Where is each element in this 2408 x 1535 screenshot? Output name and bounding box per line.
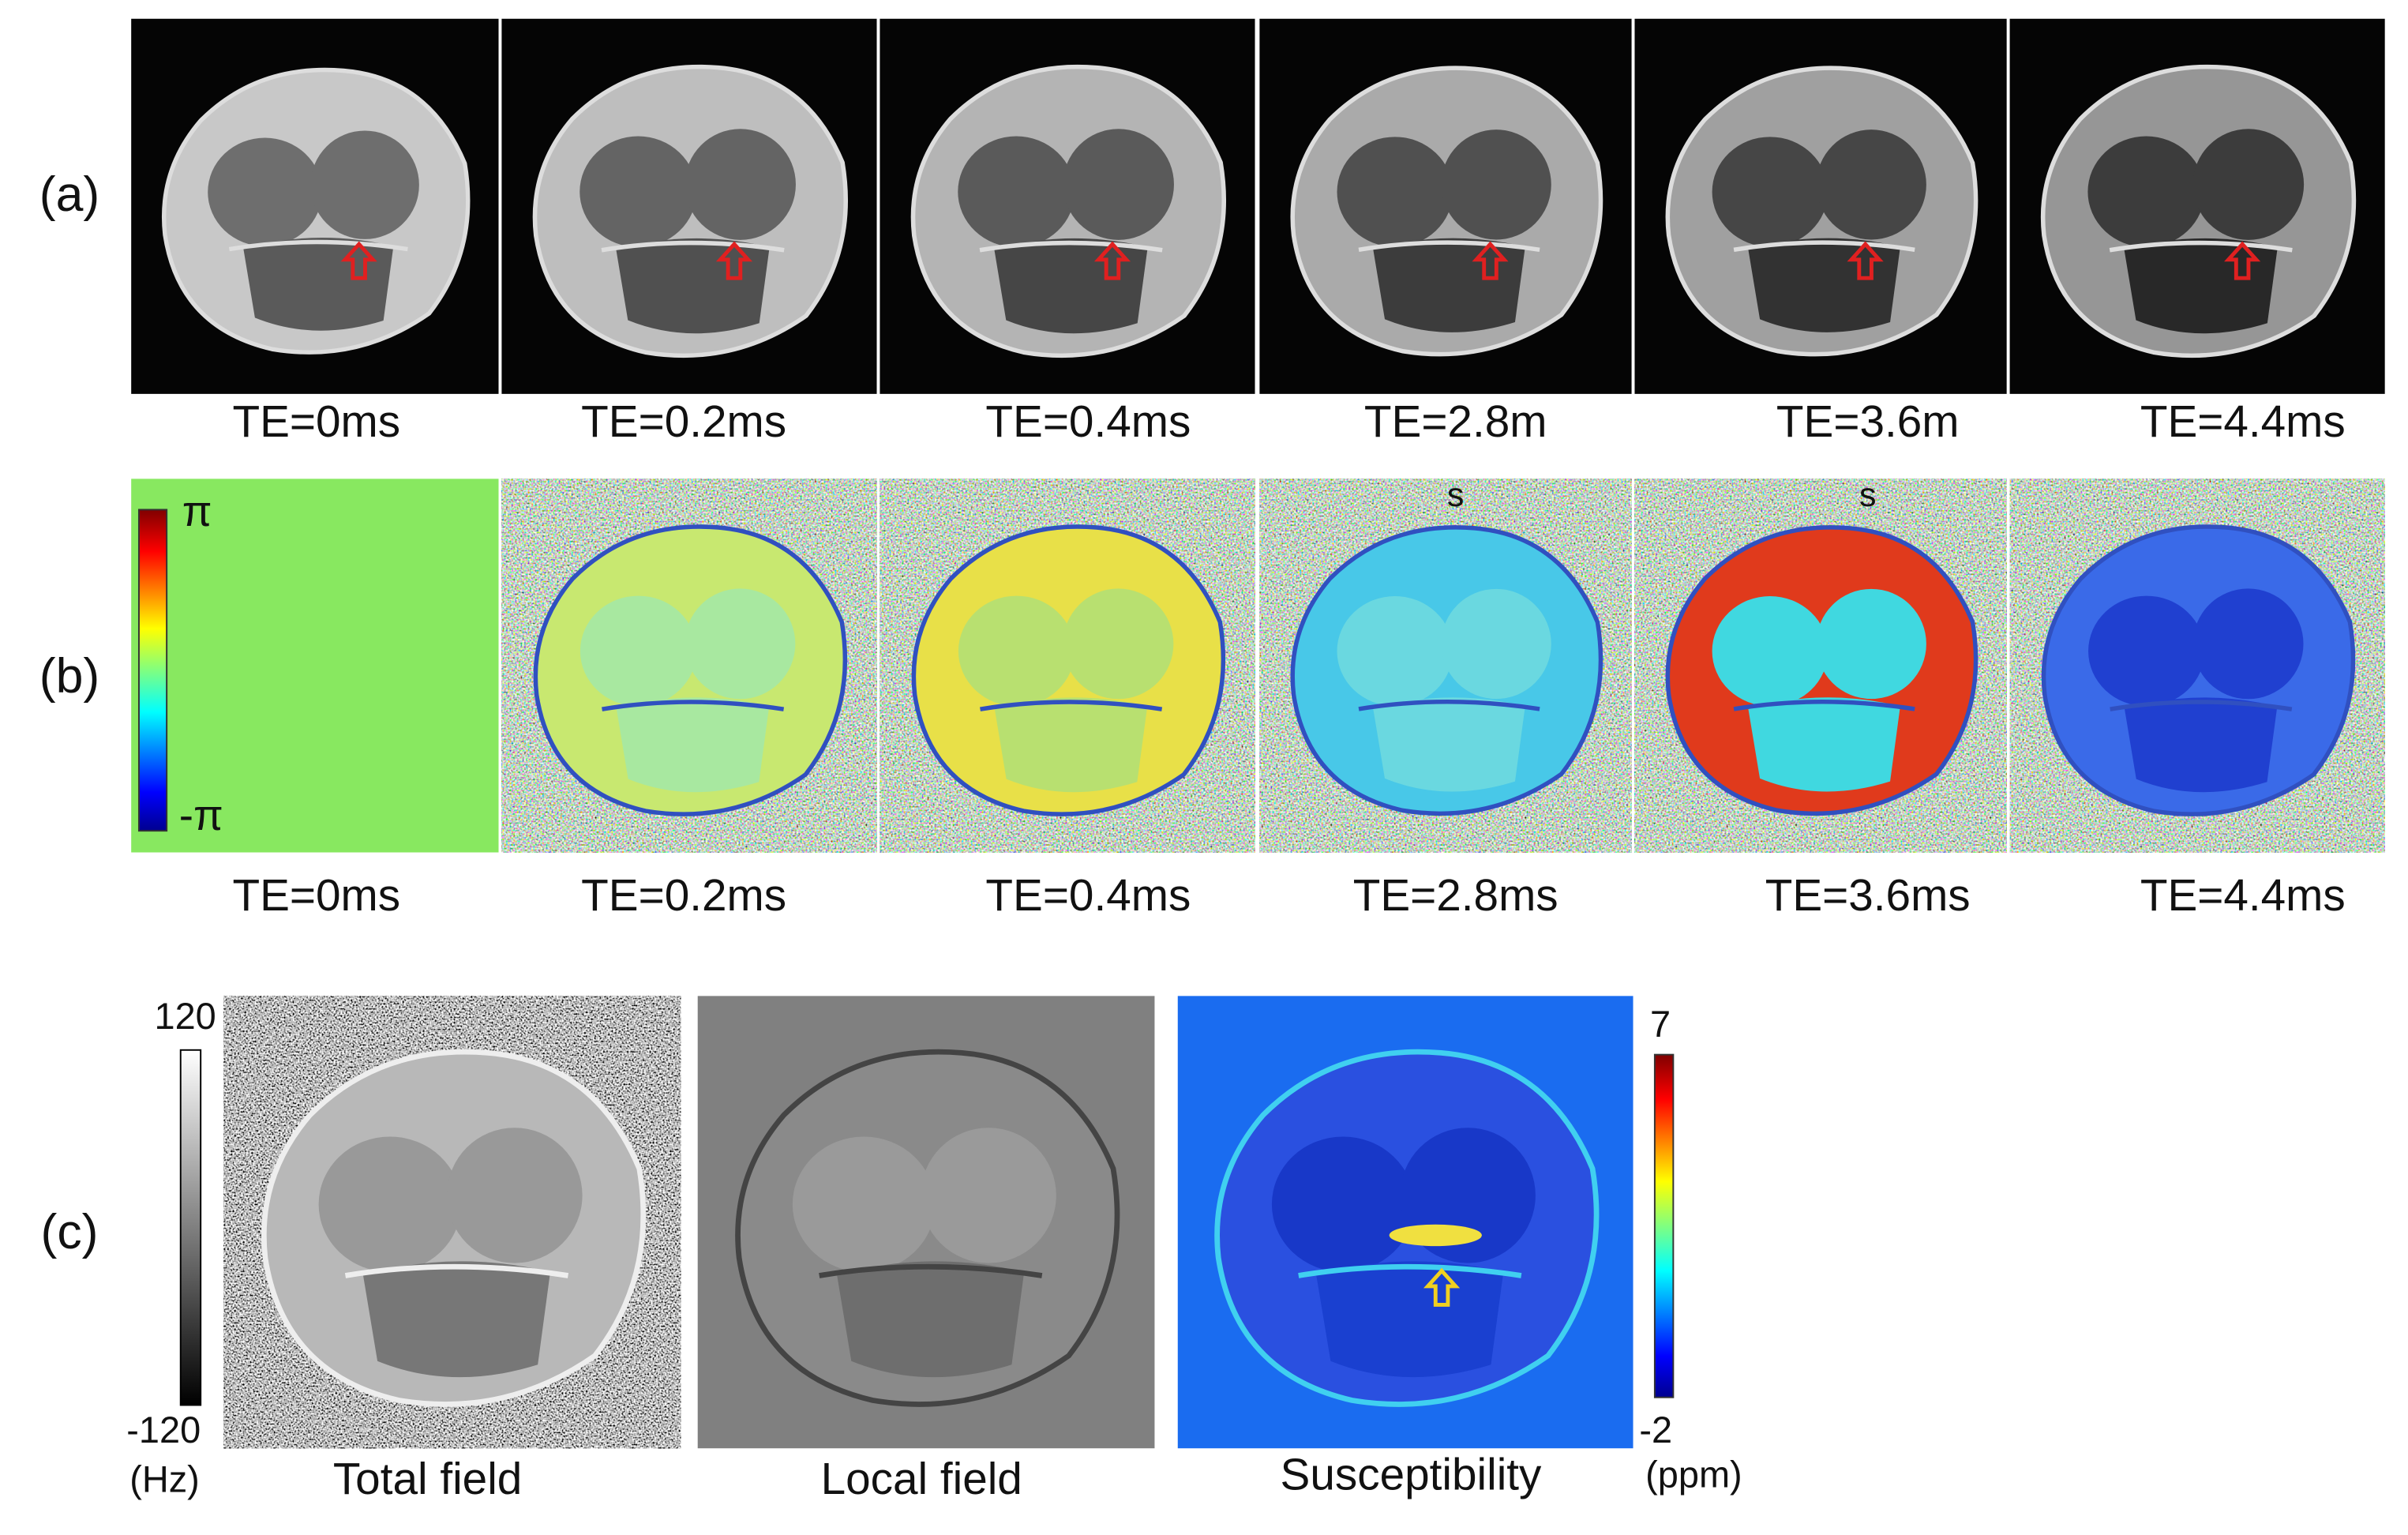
knee-image (163, 69, 468, 353)
caption: TE=4.4ms (2140, 871, 2346, 921)
knee-image (1667, 68, 1976, 355)
caption: TE=0.4ms (985, 871, 1191, 921)
arrow-marker (1472, 241, 1509, 280)
arrow-marker (1847, 241, 1884, 280)
caption: TE=2.8m (1364, 397, 1547, 447)
knee-image (737, 1052, 1118, 1405)
row-label: (c) (41, 1204, 99, 1259)
knee-image (913, 66, 1225, 356)
caption: Susceptibility (1281, 1450, 1542, 1499)
colorbar-label: 120 (155, 996, 216, 1037)
arrow-marker (340, 241, 377, 280)
caption: TE=2.8ms (1353, 871, 1558, 921)
knee-image (1667, 527, 1976, 814)
knee-image (264, 1052, 643, 1405)
caption: s (1859, 476, 1877, 514)
row-label: (a) (39, 167, 99, 222)
susceptibility-colorbar (1653, 1053, 1675, 1398)
caption: TE=4.4ms (2140, 397, 2346, 447)
caption: TE=0ms (232, 397, 400, 447)
colorbar-label: -120 (126, 1409, 201, 1451)
knee-image (535, 527, 846, 815)
knee-image (913, 527, 1224, 815)
colorbar-unit: (Hz) (129, 1459, 200, 1500)
caption: s (1447, 476, 1465, 514)
arrow-marker (1093, 241, 1131, 280)
susceptibility-hotspot (1389, 1224, 1482, 1247)
caption: TE=0.2ms (581, 397, 786, 447)
knee-image (2043, 527, 2354, 815)
arrow-marker (715, 241, 753, 280)
caption: TE=0.2ms (581, 871, 786, 921)
caption: TE=3.6m (1776, 397, 1960, 447)
row-label: (b) (39, 648, 99, 704)
colorbar-label: 7 (1650, 1004, 1671, 1045)
caption: TE=0.4ms (985, 397, 1191, 447)
caption: Local field (821, 1454, 1022, 1504)
colorbar-unit: (ppm) (1645, 1454, 1742, 1496)
caption: TE=3.6ms (1765, 871, 1971, 921)
knee-image (1292, 527, 1601, 814)
caption: TE=0ms (232, 871, 400, 921)
knee-image (534, 66, 846, 356)
arrow-marker (1423, 1267, 1461, 1307)
phase-colorbar (137, 509, 168, 832)
knee-image (2042, 66, 2354, 356)
colorbar-label: -π (179, 790, 223, 839)
colorbar-label: -2 (1639, 1409, 1672, 1451)
knee-image (1292, 68, 1601, 355)
panels: (a)TE=0ms TE=0.2ms TE=0.4ms TE=2.8msTE=3.6m… (39, 18, 2385, 1504)
phase-panel (131, 479, 499, 853)
colorbar-label: π (182, 486, 212, 535)
arrow-marker (2224, 241, 2261, 280)
caption: Total field (333, 1454, 522, 1504)
field-colorbar (179, 1049, 202, 1406)
